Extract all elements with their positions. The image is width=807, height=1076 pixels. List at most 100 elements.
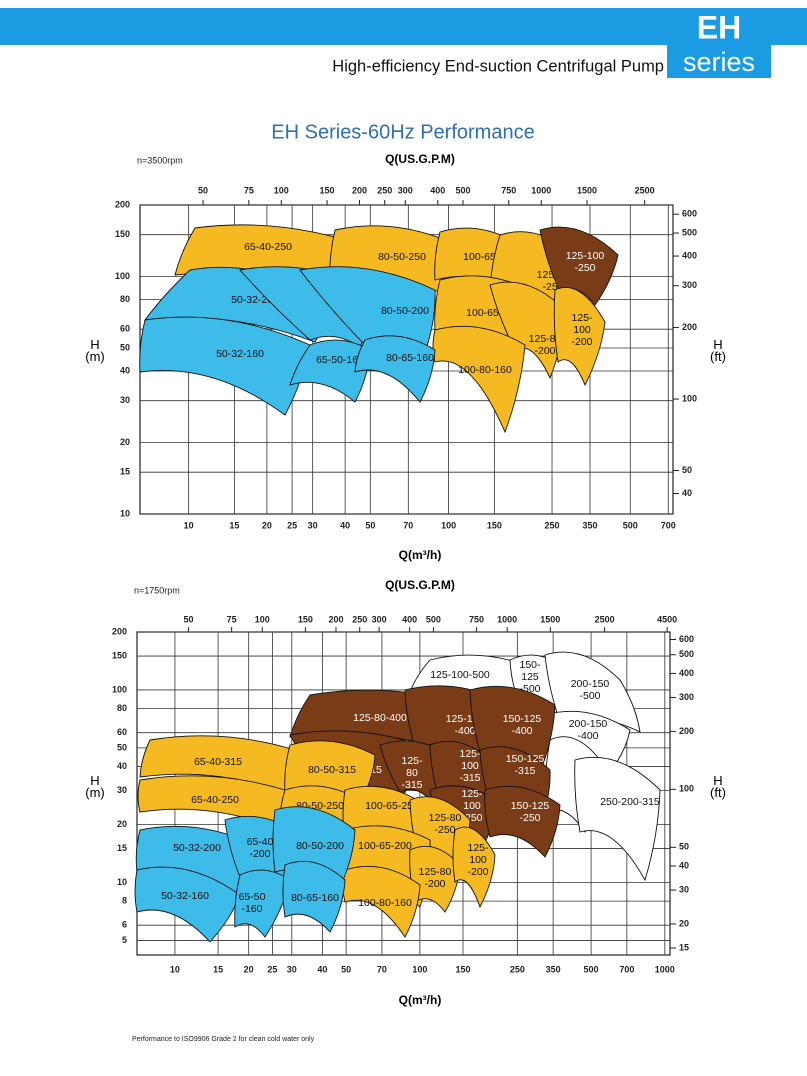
top-tick-label: 2500 xyxy=(635,185,655,195)
pump-tile xyxy=(484,785,561,858)
x-tick-label: 500 xyxy=(584,964,599,974)
tile-label: 200-150 -500 xyxy=(571,678,610,702)
x-tick-label: 30 xyxy=(308,520,318,530)
x-tick-label: 40 xyxy=(317,964,327,974)
tile-label: 125-80 -200 xyxy=(419,866,452,890)
x-tick-label: 250 xyxy=(510,964,525,974)
y-tick-label: 80 xyxy=(120,294,130,304)
tile-label: 125-100 -200 xyxy=(467,842,489,878)
top-tick-label: 300 xyxy=(372,614,387,624)
right-tick-label: 50 xyxy=(682,465,692,475)
tile-label: 50-32-160 xyxy=(216,348,264,360)
tile-label: 125-100 -200 xyxy=(571,312,593,348)
pump-tile xyxy=(139,316,311,416)
top-tick-label: 75 xyxy=(227,614,237,624)
x-tick-label: 10 xyxy=(170,964,180,974)
tile-label: 200-150 -400 xyxy=(569,718,608,742)
top-tick-label: 4500 xyxy=(657,614,677,624)
y-tick-label: 10 xyxy=(117,877,127,887)
x-tick-label: 100 xyxy=(441,520,456,530)
top-tick-label: 500 xyxy=(455,185,470,195)
y-tick-label: 200 xyxy=(115,199,130,209)
top-tick-label: 750 xyxy=(501,185,516,195)
pump-tile xyxy=(452,826,496,909)
top-tick-label: 100 xyxy=(255,614,270,624)
top-axis-label: Q(US.G.P.M) xyxy=(385,578,455,592)
pump-tile xyxy=(539,226,619,306)
tile-label: 80-50-200 xyxy=(381,305,429,317)
tile-label: 65-40-250 xyxy=(191,794,239,806)
x-tick-label: 100 xyxy=(412,964,427,974)
tile-label: 125-100-500 xyxy=(430,669,490,681)
pump-tile xyxy=(289,339,371,403)
right-axis-label: H (ft) xyxy=(710,773,726,800)
pump-tile xyxy=(354,335,436,403)
x-tick-label: 30 xyxy=(287,964,297,974)
right-tick-label: 500 xyxy=(679,649,694,659)
top-tick-label: 50 xyxy=(198,185,208,195)
x-tick-label: 50 xyxy=(365,520,375,530)
top-tick-label: 1000 xyxy=(497,614,517,624)
right-tick-label: 15 xyxy=(679,942,689,952)
tile-label: 100-80-160 xyxy=(458,364,512,376)
right-tick-label: 20 xyxy=(679,918,689,928)
y-tick-label: 30 xyxy=(117,785,127,795)
brand-box xyxy=(667,8,771,78)
footnote: Performance to ISO9906 Grade 2 for clean… xyxy=(132,1036,315,1043)
top-tick-label: 1500 xyxy=(577,185,597,195)
x-tick-label: 40 xyxy=(340,520,350,530)
tile-label: 125-80-400 xyxy=(353,712,407,724)
right-tick-label: 200 xyxy=(679,726,694,736)
y-tick-label: 20 xyxy=(120,437,130,447)
tile-label: 80-50-200 xyxy=(296,840,344,852)
top-axis-label: Q(US.G.P.M) xyxy=(385,152,455,166)
tile-label: 80-50-315 xyxy=(308,764,356,776)
top-tick-label: 750 xyxy=(469,614,484,624)
right-tick-label: 30 xyxy=(679,884,689,894)
x-tick-label: 700 xyxy=(661,520,676,530)
x-tick-label: 70 xyxy=(403,520,413,530)
brand-series: series xyxy=(683,47,755,77)
x-tick-label: 15 xyxy=(229,520,239,530)
tile-label: 50-32-200 xyxy=(173,842,221,854)
right-tick-label: 50 xyxy=(679,842,689,852)
tile-label: 100-65-200 xyxy=(358,840,412,852)
tile-label: 125-80 -200 xyxy=(529,333,562,357)
right-tick-label: 40 xyxy=(679,860,689,870)
pump-tile xyxy=(134,866,241,943)
speed-label: n=1750rpm xyxy=(134,585,180,595)
tile-label: 65-40-200 xyxy=(247,836,274,860)
x-tick-label: 500 xyxy=(623,520,638,530)
top-tick-label: 150 xyxy=(298,614,313,624)
page-title: EH Series-60Hz Performance xyxy=(271,121,534,143)
x-tick-label: 20 xyxy=(244,964,254,974)
tile-label: 65-50-160 xyxy=(316,354,364,366)
x-tick-label: 20 xyxy=(262,520,272,530)
y-tick-label: 5 xyxy=(122,935,127,945)
top-tick-label: 250 xyxy=(377,185,392,195)
top-tick-label: 1500 xyxy=(540,614,560,624)
top-tick-label: 100 xyxy=(274,185,289,195)
right-tick-label: 500 xyxy=(682,227,697,237)
tile-label: 125-100 -315 xyxy=(459,748,481,784)
left-axis-label: H (m) xyxy=(85,773,105,800)
top-tick-label: 400 xyxy=(402,614,417,624)
tile-label: 125-100 -250 xyxy=(566,250,605,274)
top-tick-label: 250 xyxy=(352,614,367,624)
tile-label: 250-200-315 xyxy=(600,796,660,808)
x-tick-label: 250 xyxy=(545,520,560,530)
right-tick-label: 600 xyxy=(682,209,697,219)
tile-label: 125-80 -315 xyxy=(401,755,423,791)
right-tick-label: 300 xyxy=(679,692,694,702)
x-tick-label: 150 xyxy=(487,520,502,530)
bottom-axis-label: Q(m³/h) xyxy=(399,993,442,1007)
tile-label: 65-40-250 xyxy=(244,241,292,253)
y-tick-label: 15 xyxy=(120,467,130,477)
pump-tile xyxy=(234,869,291,938)
x-tick-label: 10 xyxy=(184,520,194,530)
y-tick-label: 100 xyxy=(115,271,130,281)
top-tick-label: 500 xyxy=(426,614,441,624)
speed-label: n=3500rpm xyxy=(137,155,183,165)
x-tick-label: 700 xyxy=(619,964,634,974)
